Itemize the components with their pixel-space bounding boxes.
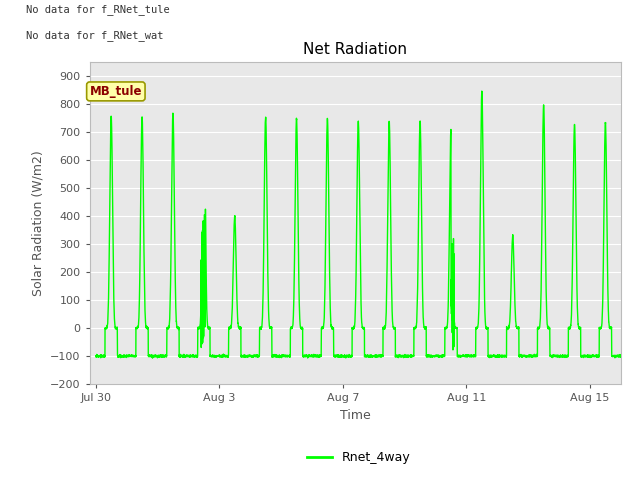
X-axis label: Time: Time [340,408,371,421]
Title: Net Radiation: Net Radiation [303,42,407,57]
Text: MB_tule: MB_tule [90,85,142,98]
Y-axis label: Solar Radiation (W/m2): Solar Radiation (W/m2) [31,150,45,296]
Text: No data for f_RNet_wat: No data for f_RNet_wat [26,30,163,41]
Legend: Rnet_4way: Rnet_4way [301,446,415,469]
Text: No data for f_RNet_tule: No data for f_RNet_tule [26,4,170,15]
